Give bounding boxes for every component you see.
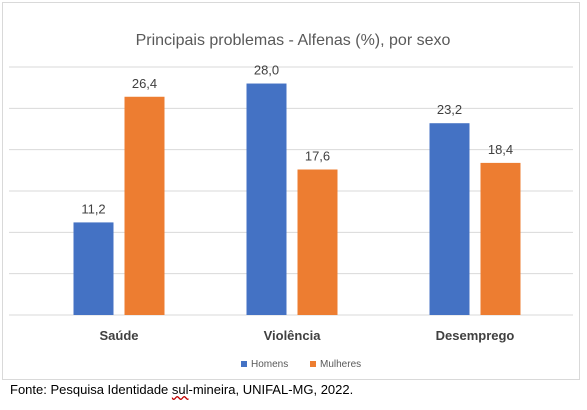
- source-suffix: -mineira, UNIFAL-MG, 2022.: [188, 382, 354, 397]
- category-labels: Saúde Violência Desemprego: [99, 328, 514, 343]
- data-labels: 11,2 26,4 28,0 17,6 23,2 18,4: [81, 63, 513, 217]
- legend-swatch-homens: [241, 361, 247, 367]
- legend-swatch-mulheres: [310, 361, 316, 367]
- chart-frame: Principais problemas - Alfenas (%), por …: [2, 2, 580, 380]
- data-label: 26,4: [132, 76, 157, 91]
- chart-svg: Principais problemas - Alfenas (%), por …: [9, 32, 573, 370]
- category-label: Violência: [264, 328, 322, 343]
- source-prefix: Fonte: Pesquisa Identidade: [10, 382, 172, 397]
- source-underlined: sul: [171, 382, 189, 397]
- bar-mulheres-0: [124, 96, 165, 315]
- source-note: Fonte: Pesquisa Identidade sul-mineira, …: [10, 382, 353, 397]
- legend: Homens Mulheres: [241, 359, 361, 370]
- bar-mulheres-1: [297, 169, 338, 315]
- data-label: 11,2: [81, 201, 105, 216]
- data-label: 28,0: [254, 63, 279, 78]
- category-label: Saúde: [99, 328, 138, 343]
- legend-label-mulheres: Mulheres: [320, 359, 361, 370]
- bar-homens-1: [246, 83, 287, 316]
- data-label: 23,2: [437, 102, 462, 117]
- chart-title: Principais problemas - Alfenas (%), por …: [136, 32, 451, 49]
- legend-label-homens: Homens: [251, 359, 288, 370]
- bar-homens-0: [73, 222, 114, 315]
- bar-homens-2: [429, 123, 470, 315]
- bar-mulheres-2: [480, 162, 521, 315]
- category-label: Desemprego: [436, 328, 515, 343]
- data-label: 17,6: [305, 149, 330, 164]
- data-label: 18,4: [488, 142, 513, 157]
- bars: [73, 83, 521, 316]
